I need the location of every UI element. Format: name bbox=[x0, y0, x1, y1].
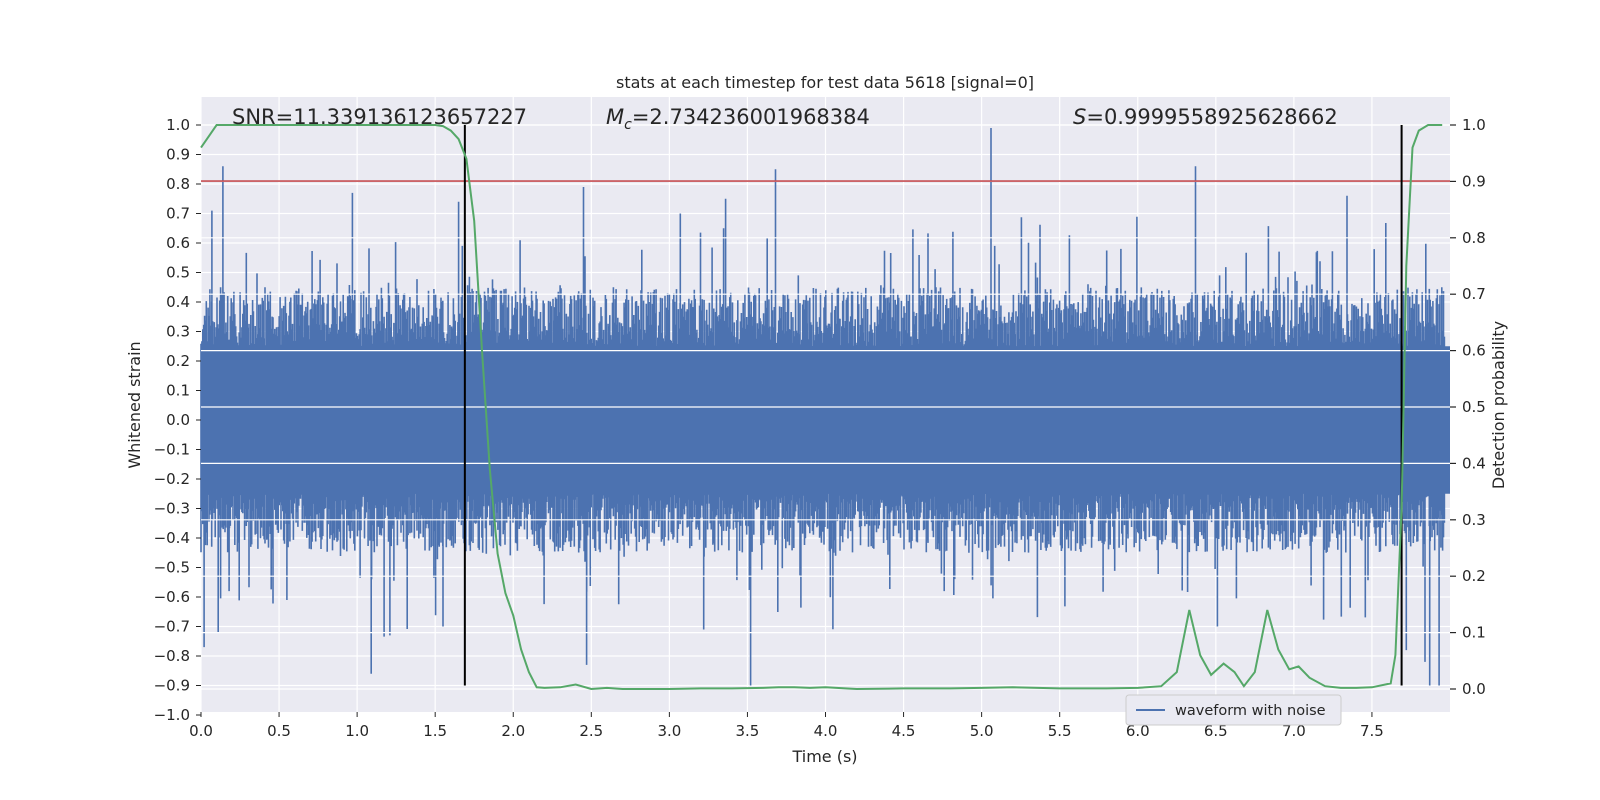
y-axis-label: Whitened strain bbox=[125, 341, 144, 468]
y-tick-label-5: −0.5 bbox=[154, 559, 190, 577]
series-waveform-with-noise bbox=[200, 128, 1450, 686]
y-axis-ticks: −1.0 −0.9 −0.8 −0.7 −0.6 −0.5 −0.4 −0.3 −0.2 −0.1… bbox=[154, 116, 201, 724]
x-axis-label: Time (s) bbox=[791, 747, 857, 766]
y-tick-label-15: 0.5 bbox=[166, 264, 190, 282]
chirp-mass-annotation: Mc=2.734236001968384 bbox=[606, 105, 870, 133]
y-tick-label-4: −0.6 bbox=[154, 588, 190, 606]
right-y-tick-label-8: 0.8 bbox=[1462, 229, 1486, 247]
right-y-tick-label-3: 0.3 bbox=[1462, 511, 1486, 529]
right-y-tick-label-1: 0.1 bbox=[1462, 624, 1486, 642]
y-tick-label-14: 0.4 bbox=[166, 293, 190, 311]
right-y-tick-label-10: 1.0 bbox=[1462, 116, 1486, 134]
y-tick-label-17: 0.7 bbox=[166, 205, 190, 223]
x-tick-label-13: 6.5 bbox=[1204, 722, 1228, 740]
chirp-mass-symbol: M bbox=[606, 105, 624, 129]
y-tick-label-6: −0.4 bbox=[154, 529, 190, 547]
y-tick-label-18: 0.8 bbox=[166, 175, 190, 193]
s-value: =0.9999558925628662 bbox=[1086, 105, 1337, 129]
x-tick-label-0: 0.0 bbox=[189, 722, 213, 740]
chirp-mass-value: =2.734236001968384 bbox=[632, 105, 870, 129]
y-tick-label-20: 1.0 bbox=[166, 116, 190, 134]
right-y-tick-label-4: 0.4 bbox=[1462, 454, 1486, 472]
x-tick-label-3: 1.5 bbox=[423, 722, 447, 740]
x-tick-label-12: 6.0 bbox=[1126, 722, 1150, 740]
x-tick-label-14: 7.0 bbox=[1282, 722, 1306, 740]
y-axis-label-right: Detection probability bbox=[1489, 321, 1508, 489]
x-tick-label-2: 1.0 bbox=[345, 722, 369, 740]
y-tick-label-8: −0.2 bbox=[154, 470, 190, 488]
y-tick-label-7: −0.3 bbox=[154, 500, 190, 518]
x-tick-label-11: 5.5 bbox=[1048, 722, 1072, 740]
x-tick-label-8: 4.0 bbox=[814, 722, 838, 740]
y-tick-label-12: 0.2 bbox=[166, 352, 190, 370]
x-tick-label-9: 4.5 bbox=[892, 722, 916, 740]
right-y-tick-label-7: 0.7 bbox=[1462, 285, 1486, 303]
x-axis-ticks: 0.0 0.5 1.0 1.5 2.0 2.5 3.0 3.5 4.0 4.5 5.0 5.5 6.0 6… bbox=[189, 712, 1384, 740]
x-tick-label-7: 3.5 bbox=[736, 722, 760, 740]
waveform-trace bbox=[200, 128, 1446, 686]
y-tick-label-10: 0.0 bbox=[166, 411, 190, 429]
s-annotation: S=0.9999558925628662 bbox=[1073, 105, 1338, 129]
s-symbol: S bbox=[1073, 105, 1086, 129]
legend: waveform with noise bbox=[1125, 694, 1342, 726]
x-tick-label-10: 5.0 bbox=[970, 722, 994, 740]
right-y-axis-ticks: 0.0 0.1 0.2 0.3 0.4 0.5 0.6 0.7 0.8 0.9 1.0 bbox=[1450, 116, 1486, 698]
x-tick-label-1: 0.5 bbox=[267, 722, 291, 740]
chirp-mass-subscript: c bbox=[624, 117, 632, 133]
series-detection-probability bbox=[200, 124, 1443, 691]
y-tick-label-2: −0.8 bbox=[154, 647, 190, 665]
x-tick-label-15: 7.5 bbox=[1360, 722, 1384, 740]
y-tick-label-19: 0.9 bbox=[166, 146, 190, 164]
x-tick-label-5: 2.5 bbox=[579, 722, 603, 740]
vertical-markers bbox=[463, 125, 1403, 686]
right-y-tick-label-6: 0.6 bbox=[1462, 342, 1486, 360]
legend-label-waveform: waveform with noise bbox=[1175, 703, 1326, 719]
chart-title: stats at each timestep for test data 561… bbox=[616, 73, 1034, 92]
snr-annotation: SNR=11.339136123657227 bbox=[232, 105, 527, 129]
y-tick-label-1: −0.9 bbox=[154, 677, 190, 695]
y-tick-label-9: −0.1 bbox=[154, 441, 190, 459]
right-y-tick-label-9: 0.9 bbox=[1462, 172, 1486, 190]
y-tick-label-0: −1.0 bbox=[154, 706, 190, 724]
y-tick-label-13: 0.3 bbox=[166, 323, 190, 341]
y-tick-label-16: 0.6 bbox=[166, 234, 190, 252]
right-y-tick-label-5: 0.5 bbox=[1462, 398, 1486, 416]
y-tick-label-11: 0.1 bbox=[166, 382, 190, 400]
y-tick-label-3: −0.7 bbox=[154, 618, 190, 636]
x-tick-label-6: 3.0 bbox=[657, 722, 681, 740]
right-y-tick-label-2: 0.2 bbox=[1462, 567, 1486, 585]
legend-box bbox=[1125, 694, 1342, 726]
x-tick-label-4: 2.0 bbox=[501, 722, 525, 740]
right-y-tick-label-0: 0.0 bbox=[1462, 680, 1486, 698]
